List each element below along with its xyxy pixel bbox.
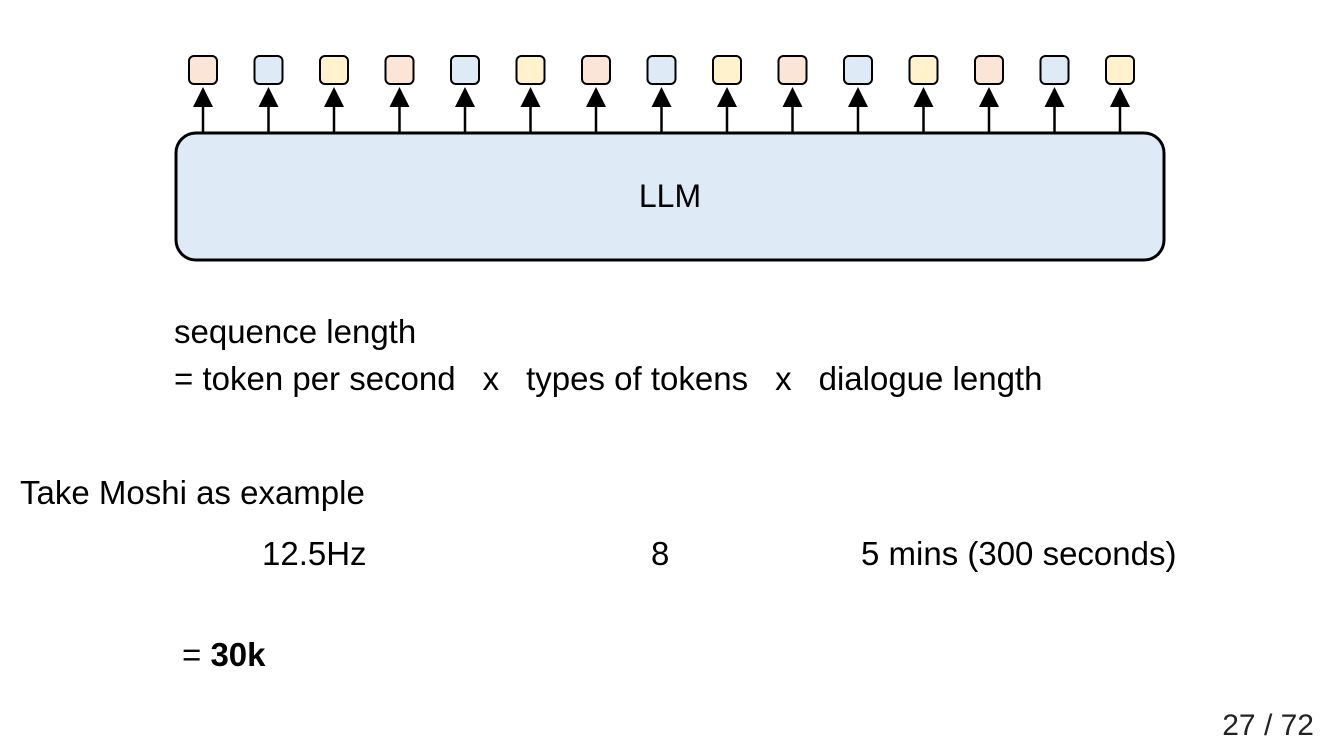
output-token — [712, 55, 742, 85]
formula-term-length: dialogue length — [818, 360, 1043, 397]
output-token — [843, 55, 873, 85]
output-token — [384, 55, 415, 85]
llm-block — [174, 131, 1166, 262]
example-length: 5 mins (300 seconds) — [861, 535, 1177, 572]
example-rate: 12.5Hz — [262, 535, 367, 572]
output-token — [974, 55, 1004, 85]
output-token — [515, 55, 546, 85]
output-token — [450, 55, 480, 85]
formula-prefix: = token per second — [174, 360, 456, 397]
output-token — [1105, 55, 1135, 85]
output-token — [253, 55, 284, 85]
formula-term-types: types of tokens — [526, 360, 749, 397]
example-title: Take Moshi as example — [20, 474, 365, 511]
result-prefix: = — [182, 636, 211, 673]
output-token — [188, 55, 218, 85]
llm-label: LLM — [638, 178, 702, 214]
result-value: 30k — [210, 636, 266, 673]
page-number: 27 / 72 — [1222, 709, 1314, 742]
output-token — [777, 55, 808, 85]
llm-token-diagram — [174, 55, 1166, 262]
output-token — [319, 55, 349, 85]
output-token — [581, 55, 611, 85]
formula-title: sequence length — [174, 313, 417, 350]
result: = 30k — [182, 635, 266, 675]
output-token — [908, 55, 939, 85]
example-types: 8 — [651, 535, 670, 572]
formula-operator-1: x — [482, 360, 500, 397]
output-token — [646, 55, 677, 85]
formula-operator-2: x — [775, 360, 792, 397]
formula-line: = token per second x types of tokens x dialo… — [174, 359, 1042, 399]
output-token — [1039, 55, 1070, 85]
